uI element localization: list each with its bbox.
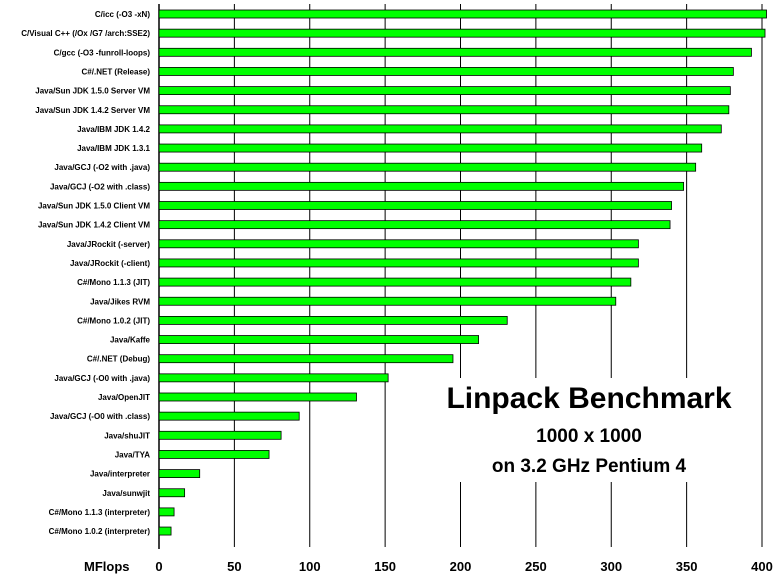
bar-11 (158, 220, 671, 230)
bars (158, 9, 767, 536)
bar-14 (158, 277, 632, 287)
chart-title: Linpack Benchmark (446, 382, 731, 415)
category-label-5: Java/Sun JDK 1.4.2 Server VM (35, 106, 150, 115)
bar-1 (158, 28, 766, 38)
category-label-22: Java/shuJIT (104, 431, 150, 440)
x-tick-50: 50 (227, 559, 241, 574)
bar-6 (158, 124, 722, 134)
category-label-27: C#/Mono 1.0.2 (interpreter) (49, 527, 151, 536)
category-label-7: Java/IBM JDK 1.3.1 (77, 144, 150, 153)
category-label-24: Java/interpreter (90, 470, 150, 479)
bar-7 (158, 143, 703, 153)
bar-23 (158, 450, 270, 459)
category-label-14: C#/Mono 1.1.3 (JIT) (77, 278, 150, 287)
bar-15 (158, 296, 617, 306)
category-label-4: Java/Sun JDK 1.5.0 Server VM (35, 87, 150, 96)
title-background (418, 378, 760, 482)
category-label-21: Java/GCJ (-O0 with .class) (50, 412, 150, 421)
category-label-19: Java/GCJ (-O0 with .java) (54, 374, 150, 383)
bar-25 (158, 488, 186, 498)
bar-24 (158, 469, 201, 479)
category-label-20: Java/OpenJIT (98, 393, 150, 402)
bar-18 (158, 354, 454, 364)
category-label-13: Java/JRockit (-client) (70, 259, 150, 268)
bar-26 (158, 507, 175, 517)
x-axis-label: MFlops (84, 559, 130, 574)
category-label-6: Java/IBM JDK 1.4.2 (77, 125, 150, 134)
category-label-10: Java/Sun JDK 1.5.0 Client VM (38, 202, 150, 211)
x-tick-200: 200 (450, 559, 472, 574)
chart-subtitle-line-2: on 3.2 GHz Pentium 4 (492, 456, 687, 477)
bar-10 (158, 201, 672, 210)
bar-13 (158, 258, 639, 268)
x-tick-300: 300 (600, 559, 622, 574)
category-label-8: Java/GCJ (-O2 with .java) (54, 163, 150, 172)
category-label-1: C/Visual C++ (/Ox /G7 /arch:SSE2) (21, 29, 150, 38)
bar-4 (158, 86, 731, 95)
category-label-12: Java/JRockit (-server) (67, 240, 150, 249)
bar-16 (158, 315, 508, 325)
category-label-18: C#/.NET (Debug) (87, 355, 150, 364)
x-tick-250: 250 (525, 559, 547, 574)
category-label-17: Java/Kaffe (110, 336, 151, 345)
bar-5 (158, 105, 730, 115)
category-label-15: Java/Jikes RVM (90, 297, 150, 306)
category-label-11: Java/Sun JDK 1.4.2 Client VM (38, 221, 150, 230)
x-tick-150: 150 (374, 559, 396, 574)
bar-20 (158, 392, 357, 402)
bar-3 (158, 67, 734, 76)
category-label-16: C#/Mono 1.0.2 (JIT) (77, 316, 150, 325)
bar-8 (158, 162, 697, 172)
bar-0 (158, 9, 767, 19)
bar-19 (158, 373, 389, 383)
category-label-3: C#/.NET (Release) (82, 67, 151, 76)
bar-12 (158, 239, 639, 249)
category-label-2: C/gcc (-O3 -funroll-loops) (54, 48, 151, 57)
category-label-25: Java/sunwjit (102, 489, 150, 498)
category-label-26: C#/Mono 1.1.3 (interpreter) (49, 508, 151, 517)
bar-22 (158, 430, 282, 440)
category-label-0: C/icc (-O3 -xN) (95, 10, 150, 19)
x-tick-0: 0 (155, 559, 162, 574)
category-label-23: Java/TYA (115, 450, 151, 459)
bar-9 (158, 181, 685, 191)
x-tick-labels: 0 50 100 150 200 250 300 350 400 (155, 559, 772, 574)
category-label-9: Java/GCJ (-O2 with .class) (50, 182, 150, 191)
bar-2 (158, 47, 752, 57)
category-labels: C/icc (-O3 -xN) C/Visual C++ (/Ox /G7 /ar… (21, 10, 150, 536)
chart-subtitle-line-1: 1000 x 1000 (536, 426, 642, 447)
x-tick-400: 400 (751, 559, 773, 574)
bar-17 (158, 335, 479, 344)
bar-21 (158, 411, 300, 421)
x-tick-350: 350 (676, 559, 698, 574)
bar-27 (158, 526, 172, 536)
x-tick-100: 100 (299, 559, 321, 574)
